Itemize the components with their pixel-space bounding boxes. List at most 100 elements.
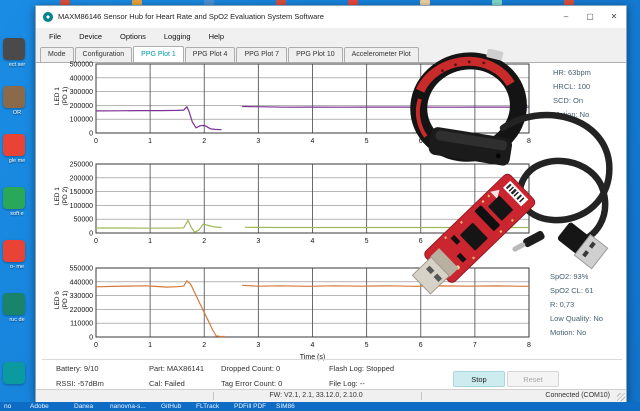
svg-text:220000: 220000 [70,307,93,314]
svg-text:2: 2 [202,238,206,245]
desktop-icon-fragment [492,0,502,5]
spo2-stat-line: SpO2: 93% [550,272,589,281]
file-log-status: File Log: -- [329,379,365,388]
tab-ppg-plot-10[interactable]: PPG Plot 10 [288,47,343,62]
maximize-icon[interactable]: ▢ [586,12,594,21]
tab-ppg-plot-7[interactable]: PPG Plot 7 [236,47,288,62]
taskbar-item[interactable]: Danea [74,403,94,410]
desktop-icon-fragment [348,0,358,5]
svg-text:5: 5 [365,238,369,245]
hr-stat-line: SCD: On [553,96,584,105]
menu-file[interactable]: File [49,32,62,41]
svg-text:1: 1 [148,238,152,245]
taskbar-item[interactable]: no [4,403,12,410]
resize-grip-icon[interactable] [617,393,625,401]
tab-ppg-plot-4[interactable]: PPG Plot 4 [184,47,236,62]
svg-text:100000: 100000 [70,203,93,210]
desktop-icon[interactable] [3,240,25,262]
desktop-icon-label: ect ser [8,62,26,68]
desktop-icon[interactable] [3,293,25,315]
hr-stat-line: Motion: No [553,110,590,119]
desktop-icon-fragment [276,0,286,5]
menu-help[interactable]: Help [208,32,225,41]
tab-mode[interactable]: Mode [40,47,74,62]
svg-text:200000: 200000 [70,103,93,110]
desktop-icon-fragment [60,0,70,5]
hr-stat-line: HR: 63bpm [553,68,591,77]
svg-text:110000: 110000 [70,321,93,328]
sensor-board-photo [411,173,536,295]
menubar: File Device Options Logging Help [36,28,626,46]
hr-stat-line: HRCL: 100 [553,82,591,91]
desktop-icon-label: gle me [8,158,26,164]
desktop-icon[interactable] [3,187,25,209]
minimize-icon[interactable]: – [563,12,569,21]
close-icon[interactable]: ✕ [610,12,618,21]
taskbar-item[interactable]: PDFill PDF [234,403,267,410]
svg-text:50000: 50000 [74,217,94,224]
desktop-icon[interactable] [3,134,25,156]
tab-configuration[interactable]: Configuration [74,47,133,62]
taskbar-item[interactable]: SIM86 [276,403,295,410]
svg-text:0: 0 [89,231,93,238]
hr-stats-panel: HR: 63bpm HRCL: 100 SCD: On Motion: No [553,66,591,122]
svg-text:6: 6 [419,138,423,145]
svg-text:440000: 440000 [70,279,93,286]
flash-log-status: Flash Log: Stopped [329,364,395,373]
tab-accelerometer-plot[interactable]: Accelerometer Plot [343,47,419,62]
desktop-icon-fragment [204,0,214,5]
menu-logging[interactable]: Logging [163,32,191,41]
desktop-icon[interactable] [3,86,25,108]
svg-text:100000: 100000 [70,117,93,124]
svg-text:300000: 300000 [70,89,93,96]
svg-text:8: 8 [527,342,531,349]
desktop-icon-fragment [564,0,574,5]
menu-options[interactable]: Options [120,32,146,41]
taskbar-item[interactable]: GitHub [161,403,182,410]
spo2-stat-line: Motion: No [550,328,587,337]
spo2-stat-line: SpO2 CL: 61 [550,286,594,295]
svg-text:5: 5 [365,342,369,349]
reset-button[interactable]: Reset [507,371,559,387]
menu-device[interactable]: Device [79,32,103,41]
svg-text:2: 2 [202,342,206,349]
battery-status: Battery: 9/10 [56,364,99,373]
svg-text:550000: 550000 [70,266,93,273]
taskbar[interactable]: no Adobe Danea nanovna-s... GitHub FLTrack PDF… [0,402,640,411]
part-status: Part: MAX86141 [149,364,205,373]
tabstrip: Mode Configuration PPG Plot 1 PPG Plot 4 PPG… [36,46,626,62]
usb-cable-photo [499,111,613,270]
desktop-icon[interactable] [3,38,25,60]
desktop-icon-label: ruc de [9,317,25,323]
svg-text:500000: 500000 [70,62,93,69]
svg-text:0: 0 [94,138,98,145]
taskbar-item[interactable]: nanovna-s... [110,403,146,410]
tab-ppg-plot-1[interactable]: PPG Plot 1 [133,46,184,62]
svg-text:3: 3 [256,342,260,349]
svg-text:1: 1 [148,138,152,145]
desktop-icon-fragment [132,0,142,5]
svg-text:5: 5 [365,138,369,145]
svg-text:4: 4 [311,342,315,349]
firmware-version: FW: V2.1, 2.1, 33.12.0, 2.10.0 [269,392,363,399]
titlebar: MAXM86146 Sensor Hub for Heart Rate and … [36,6,626,29]
desktop-icon-label: soft e [10,211,24,217]
statusbar-separator [213,392,214,400]
desktop-icon[interactable] [3,362,25,384]
stop-button[interactable]: Stop [453,371,505,387]
watch-photo [410,49,527,166]
svg-text:4: 4 [311,238,315,245]
svg-text:2: 2 [202,138,206,145]
rssi-status: RSSI: -57dBm [56,379,104,388]
svg-text:150000: 150000 [70,189,93,196]
status-divider [42,359,622,360]
svg-text:1: 1 [148,342,152,349]
y-axis-label-led6-pd1: LED 6 (PD 1) [53,290,69,310]
app-logo-icon [43,12,53,22]
usb-c-connector [512,230,545,252]
svg-text:6: 6 [419,342,423,349]
taskbar-item[interactable]: Adobe [30,403,49,410]
tab-page-ppg-plot-1: 0100000200000300000400000500000012345678… [36,49,626,393]
taskbar-item[interactable]: FLTrack [196,403,220,410]
spo2-stat-line: Low Quality: No [550,314,603,323]
